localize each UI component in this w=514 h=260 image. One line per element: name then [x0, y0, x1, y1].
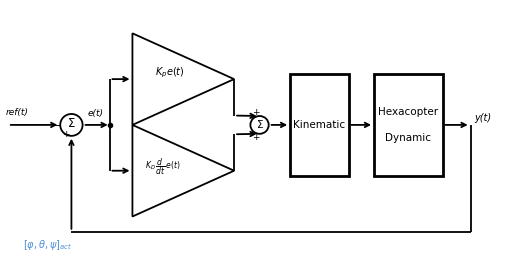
- Text: ref(t): ref(t): [5, 108, 28, 117]
- Text: Kinematic: Kinematic: [293, 120, 345, 130]
- Text: $-$: $-$: [51, 119, 61, 129]
- Text: $\Sigma$: $\Sigma$: [255, 118, 264, 130]
- Text: $[\varphi, \theta, \psi]_{act}$: $[\varphi, \theta, \psi]_{act}$: [23, 238, 72, 252]
- Text: Hexacopter: Hexacopter: [378, 107, 438, 117]
- Text: $+$: $+$: [251, 107, 260, 118]
- Text: Dynamic: Dynamic: [386, 133, 431, 143]
- Text: $K_D\,\dfrac{d}{dt}\,e(t)$: $K_D\,\dfrac{d}{dt}\,e(t)$: [145, 157, 181, 177]
- Text: e(t): e(t): [88, 109, 104, 118]
- Text: $K_p e(t)$: $K_p e(t)$: [155, 66, 185, 80]
- Text: $\Sigma$: $\Sigma$: [67, 117, 76, 130]
- Text: $+$: $+$: [251, 132, 260, 142]
- Text: $+$: $+$: [62, 129, 70, 139]
- Text: y(t): y(t): [474, 113, 492, 123]
